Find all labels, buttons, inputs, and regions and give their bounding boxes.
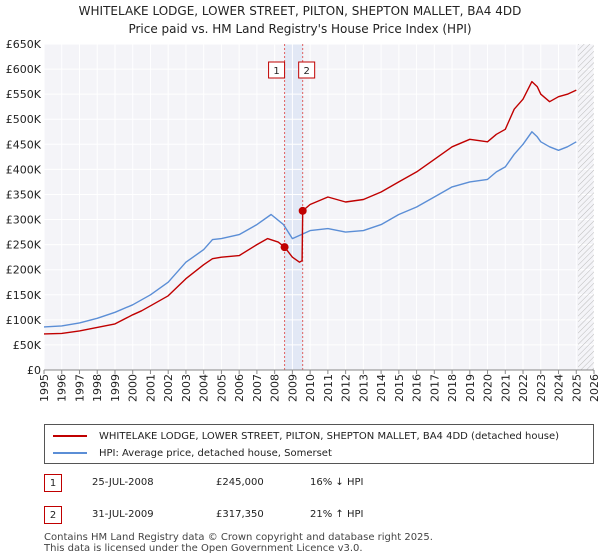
y-tick-label: £200K <box>6 264 42 277</box>
footer-licence: This data is licensed under the Open Gov… <box>44 543 363 554</box>
sale-label: 1 <box>273 66 279 77</box>
x-tick-label: 1999 <box>109 374 122 402</box>
legend-item-hpi: HPI: Average price, detached house, Some… <box>53 445 332 461</box>
y-tick-label: £0 <box>27 364 41 377</box>
x-tick-label: 1997 <box>73 374 86 402</box>
x-tick-label: 2005 <box>215 374 228 402</box>
y-tick-label: £450K <box>6 138 42 151</box>
plot-area <box>44 44 594 370</box>
y-tick-label: £250K <box>6 239 42 252</box>
x-tick-label: 2008 <box>269 374 282 402</box>
x-tick-label: 2024 <box>553 374 566 402</box>
x-tick-label: 2004 <box>198 374 211 402</box>
footer-copyright: Contains HM Land Registry data © Crown c… <box>44 532 433 543</box>
x-tick-label: 2002 <box>162 374 175 402</box>
transaction-date: 31-JUL-2009 <box>92 509 154 520</box>
transaction-price: £245,000 <box>216 477 264 488</box>
x-tick-label: 2025 <box>570 374 583 402</box>
sale-point <box>280 243 289 252</box>
x-tick-label: 2006 <box>233 374 246 402</box>
legend-swatch-property <box>53 435 87 437</box>
legend-label-property: WHITELAKE LODGE, LOWER STREET, PILTON, S… <box>99 430 560 442</box>
y-tick-label: £600K <box>6 63 42 76</box>
x-tick-label: 1995 <box>38 374 51 402</box>
x-tick-label: 2019 <box>464 374 477 402</box>
x-tick-label: 2018 <box>446 374 459 402</box>
sale-point <box>298 206 307 215</box>
transaction-date: 25-JUL-2008 <box>92 477 154 488</box>
chart-title: WHITELAKE LODGE, LOWER STREET, PILTON, S… <box>78 4 522 18</box>
x-tick-label: 2022 <box>517 374 530 402</box>
forecast-region <box>578 44 594 370</box>
x-tick-label: 2017 <box>428 374 441 402</box>
sale-label-box <box>268 61 286 79</box>
y-tick-label: £500K <box>6 113 42 126</box>
x-tick-label: 2013 <box>357 374 370 402</box>
transaction-row: 2 31-JUL-2009 £317,350 21% ↑ HPI <box>44 506 594 526</box>
transaction-hpi-change: 16% ↓ HPI <box>310 477 364 488</box>
legend-label-hpi: HPI: Average price, detached house, Some… <box>99 447 332 459</box>
x-tick-label: 1996 <box>56 374 69 402</box>
x-tick-label: 2001 <box>144 374 157 402</box>
transaction-marker: 2 <box>44 506 62 524</box>
x-tick-label: 2021 <box>499 374 512 402</box>
series-line-hpi <box>43 131 577 328</box>
x-tick-label: 2026 <box>588 374 600 402</box>
x-tick-label: 2016 <box>411 374 424 402</box>
price-chart: 1 2 £0 £50K £100K £150K £200K £250K £300K £350K £4… <box>6 38 600 402</box>
sale-label: 2 <box>303 66 309 77</box>
chart-subtitle: Price paid vs. HM Land Registry's House … <box>128 22 472 36</box>
y-tick-label: £50K <box>13 339 42 352</box>
legend-item-property: WHITELAKE LODGE, LOWER STREET, PILTON, S… <box>53 428 559 444</box>
x-tick-label: 2011 <box>322 374 335 402</box>
sale-period-band <box>284 44 303 370</box>
x-tick-label: 2023 <box>535 374 548 402</box>
x-tick-label: 2010 <box>304 374 317 402</box>
y-tick-label: £300K <box>6 214 42 227</box>
y-tick-label: £650K <box>6 38 42 51</box>
transaction-hpi-change: 21% ↑ HPI <box>310 509 364 520</box>
transaction-price: £317,350 <box>216 509 264 520</box>
transaction-marker: 1 <box>44 474 62 492</box>
x-tick-label: 2003 <box>180 374 193 402</box>
transaction-row: 1 25-JUL-2008 £245,000 16% ↓ HPI <box>44 474 594 494</box>
legend: WHITELAKE LODGE, LOWER STREET, PILTON, S… <box>44 424 594 464</box>
x-tick-label: 1998 <box>91 374 104 402</box>
x-tick-label: 2000 <box>127 374 140 402</box>
y-tick-label: £150K <box>6 289 42 302</box>
x-tick-label: 2020 <box>482 374 495 402</box>
y-tick-label: £350K <box>6 188 42 201</box>
x-tick-label: 2012 <box>340 374 353 402</box>
x-tick-label: 2014 <box>375 374 388 402</box>
x-tick-label: 2015 <box>393 374 406 402</box>
y-tick-label: £100K <box>6 314 42 327</box>
x-tick-label: 2009 <box>286 374 299 402</box>
y-tick-label: £400K <box>6 163 42 176</box>
legend-swatch-hpi <box>53 452 87 454</box>
x-tick-label: 2007 <box>251 374 264 402</box>
y-tick-label: £550K <box>6 88 42 101</box>
sale-label-box <box>298 61 316 79</box>
series-line-property <box>43 80 577 335</box>
